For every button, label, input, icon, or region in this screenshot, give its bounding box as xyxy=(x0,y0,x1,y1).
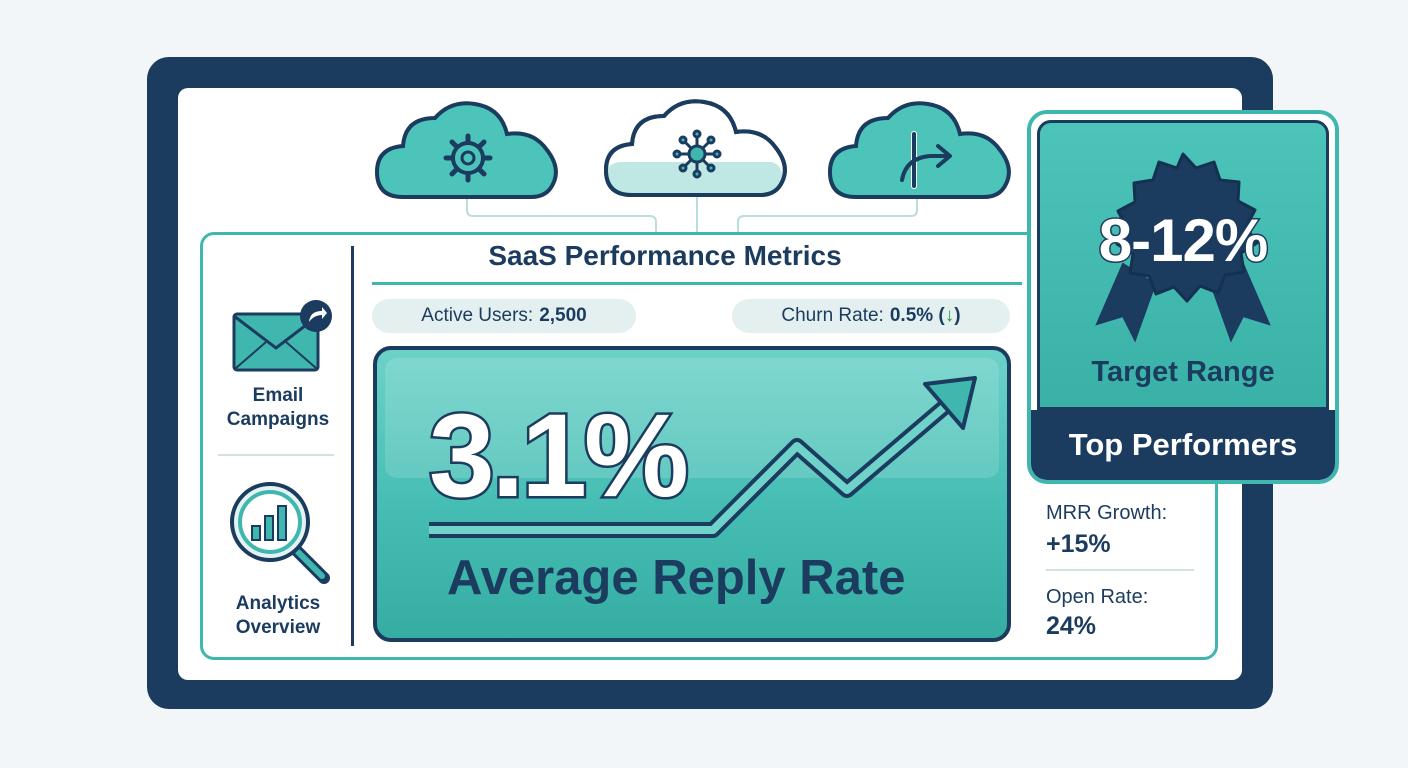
sidebar-item-email-campaigns[interactable]: Email Campaigns xyxy=(208,384,348,432)
export-arrow-icon xyxy=(900,131,952,189)
award-badge-icon xyxy=(1095,152,1271,343)
gear-icon xyxy=(443,133,493,183)
cloud-settings[interactable] xyxy=(373,92,563,202)
trend-up-arrow-icon xyxy=(429,376,977,538)
target-range-label: Target Range xyxy=(1091,356,1275,388)
sidebar-separator xyxy=(218,454,334,456)
page-title: SaaS Performance Metrics xyxy=(488,240,842,271)
active-users-pill: Active Users: 2,500 xyxy=(372,299,636,333)
sidebar-item-label: Email xyxy=(252,385,304,406)
mrr-growth-value: +15% xyxy=(1046,530,1111,558)
churn-rate-label: Churn Rate: xyxy=(781,305,884,326)
reply-rate-value: 3.1% xyxy=(427,388,692,525)
top-performers-banner: Top Performers xyxy=(1031,410,1335,480)
envelope-share-icon[interactable] xyxy=(228,296,338,376)
sidebar-divider xyxy=(351,246,354,646)
magnifier-chart-icon[interactable] xyxy=(226,478,336,588)
sidebar-item-label: Campaigns xyxy=(226,409,330,430)
churn-rate-pill: Churn Rate: 0.5% (↓) xyxy=(732,299,1010,333)
down-arrow-icon: ↓ xyxy=(944,305,955,326)
active-users-label: Active Users: xyxy=(421,305,534,326)
open-rate-value: 24% xyxy=(1046,612,1097,640)
reply-rate-label: Average Reply Rate xyxy=(447,551,906,605)
mrr-growth-label: MRR Growth: xyxy=(1046,502,1168,524)
stats-separator xyxy=(1046,569,1194,571)
sidebar-item-label: Analytics xyxy=(235,593,321,614)
active-users-value: 2,500 xyxy=(539,305,587,326)
reply-rate-card: 3.1% Average Reply Rate xyxy=(373,346,1011,642)
churn-rate-value: 0.5% (↓) xyxy=(889,305,961,326)
target-range-card: 8-12% Target Range Top Performers xyxy=(1027,110,1339,484)
cloud-export[interactable] xyxy=(826,92,1016,202)
cloud-integrations[interactable] xyxy=(602,90,792,200)
open-rate-label: Open Rate: xyxy=(1046,586,1149,608)
network-hub-icon xyxy=(672,129,722,179)
sidebar-item-analytics-overview[interactable]: Analytics Overview xyxy=(208,592,348,640)
target-range-value: 8-12% xyxy=(1097,206,1269,276)
title-underline xyxy=(372,282,1022,285)
cloud-connectors xyxy=(466,196,918,232)
sidebar-item-label: Overview xyxy=(235,617,321,638)
